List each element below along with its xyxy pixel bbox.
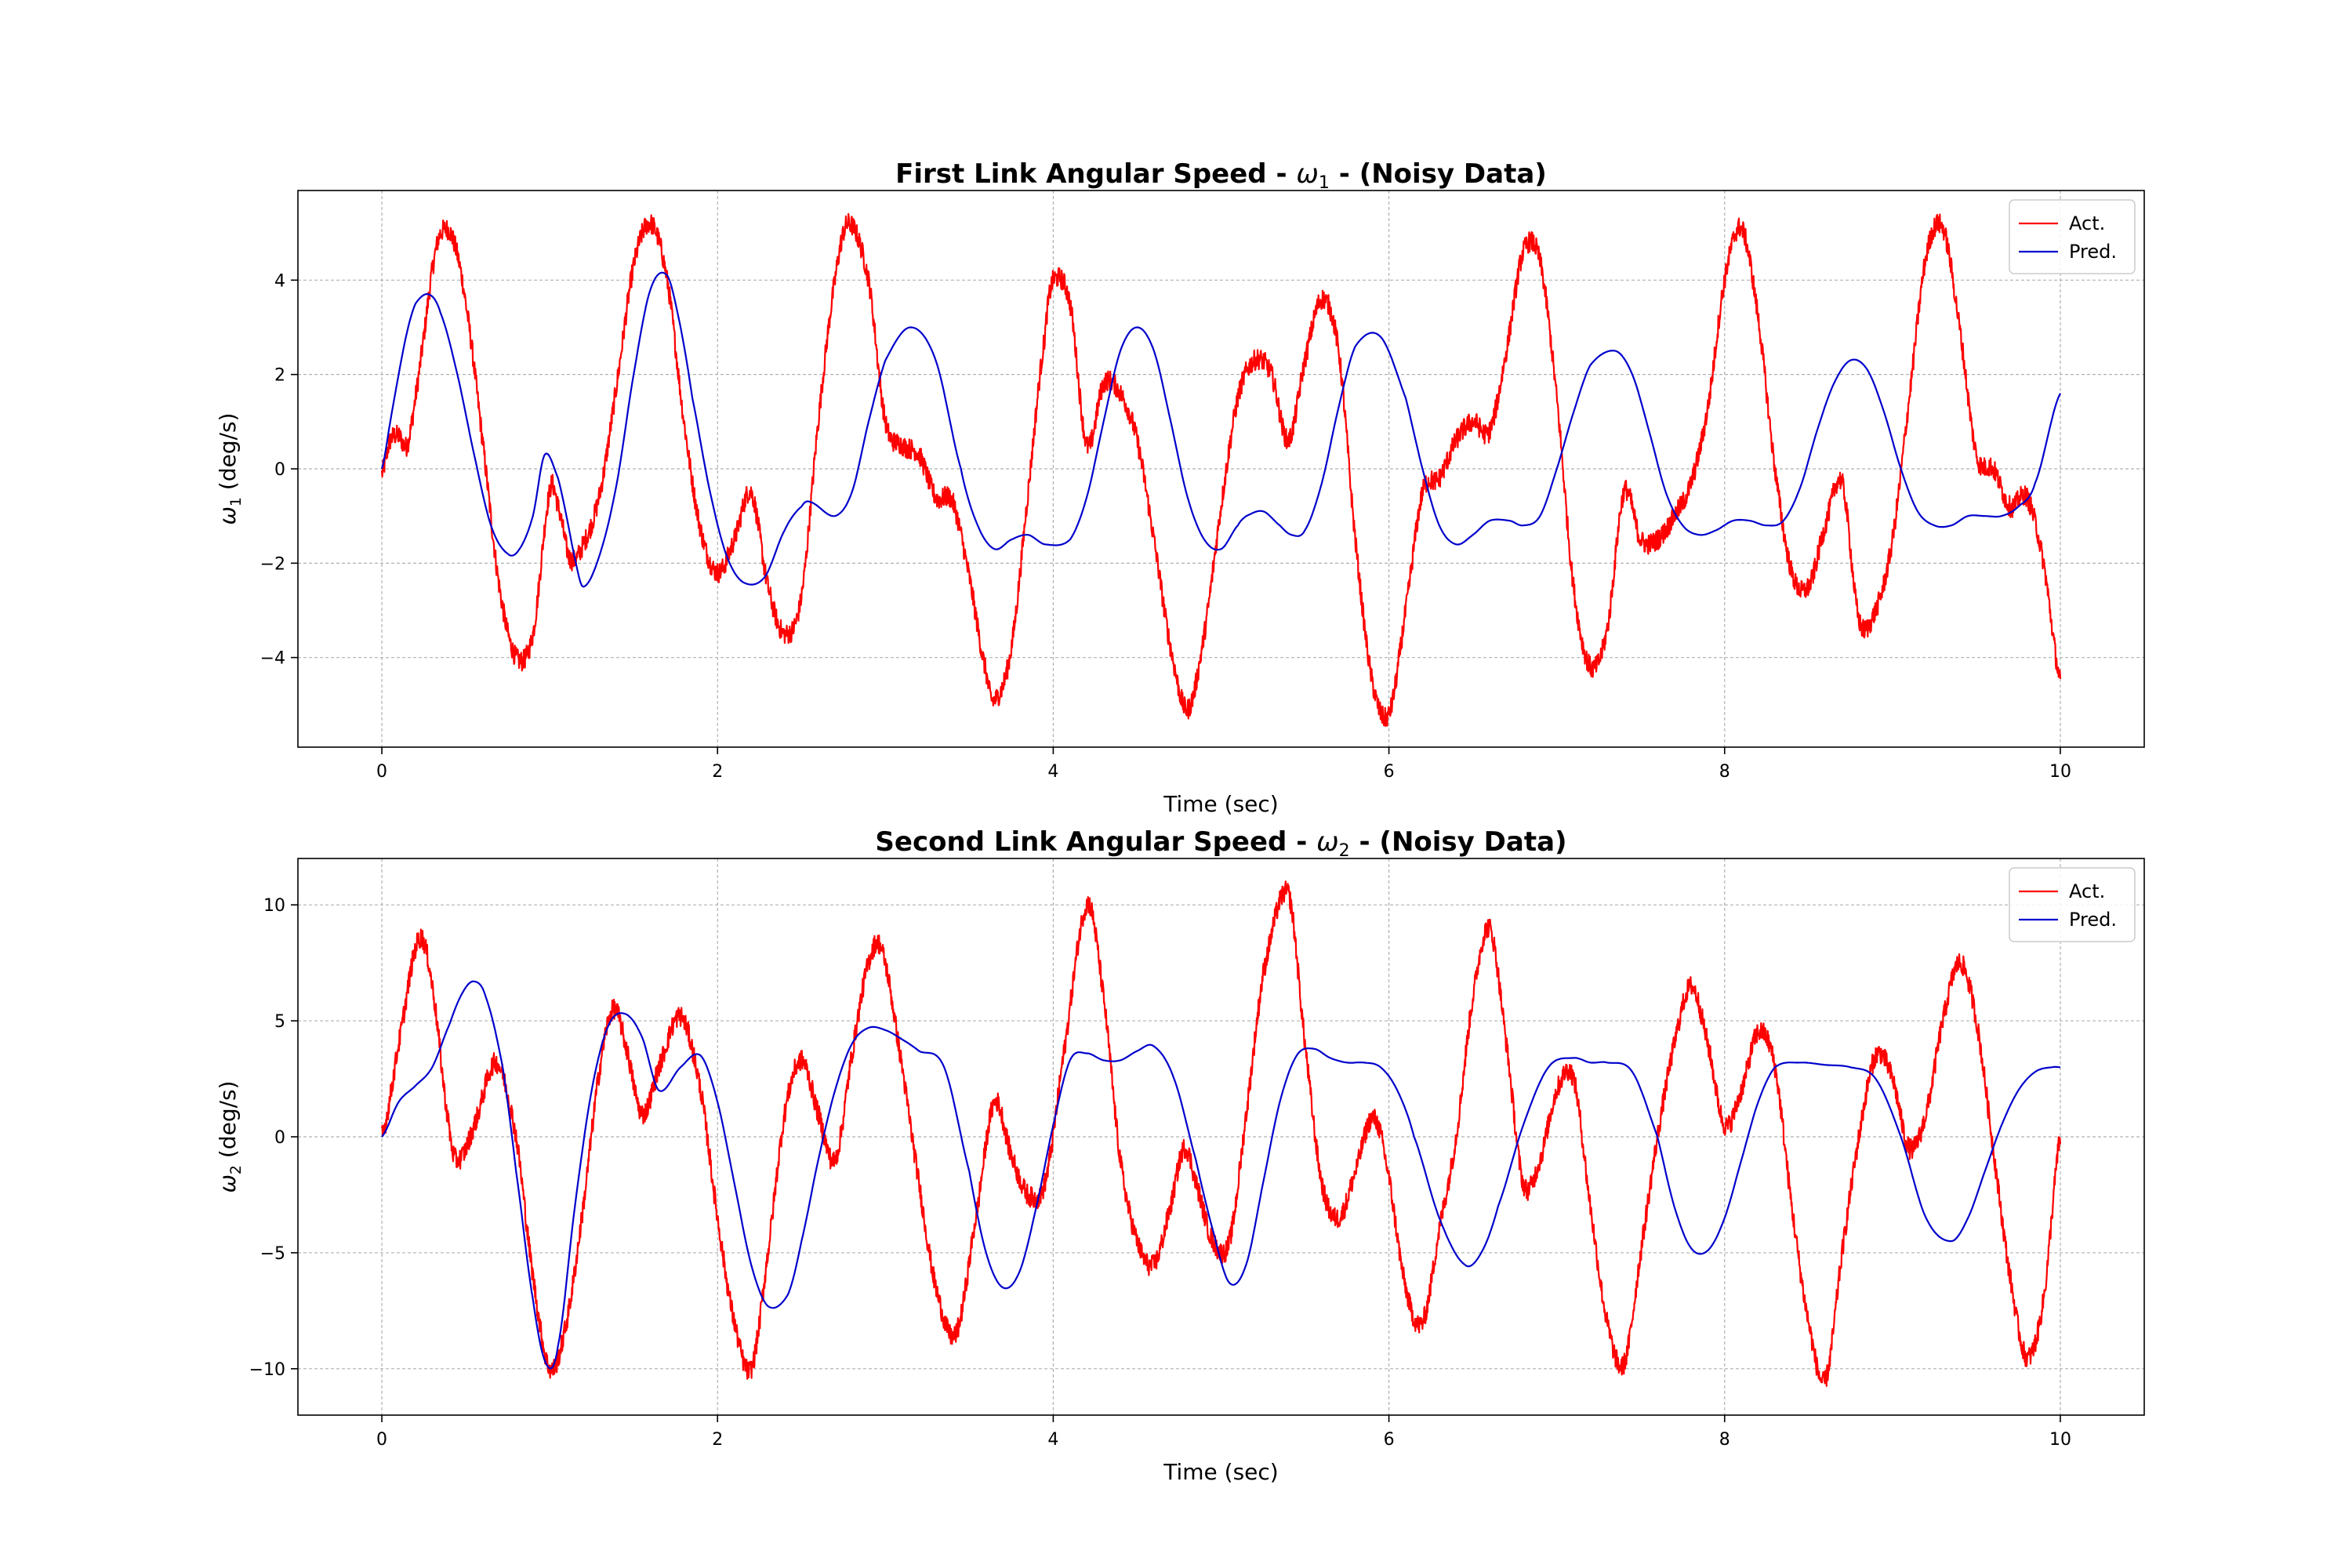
- y-axis-label: ω1 (deg/s): [215, 412, 245, 524]
- y-tick-label: −5: [260, 1244, 285, 1264]
- series-line-act: [380, 212, 2062, 728]
- y-tick-label: −2: [260, 554, 285, 574]
- x-tick-label: 8: [1719, 1430, 1730, 1450]
- x-axis-label: Time (sec): [1163, 1459, 1278, 1485]
- legend-label: Act.: [2069, 212, 2105, 234]
- x-tick-label: 10: [2049, 762, 2071, 782]
- legend-label: Act.: [2069, 880, 2105, 902]
- x-tick-label: 2: [712, 1430, 723, 1450]
- y-tick-label: 2: [274, 366, 285, 386]
- x-tick-label: 4: [1047, 762, 1058, 782]
- y-tick-label: 5: [274, 1012, 285, 1032]
- x-tick-label: 6: [1384, 762, 1395, 782]
- x-tick-label: 10: [2049, 1430, 2071, 1450]
- legend-label: Pred.: [2069, 909, 2117, 931]
- y-tick-label: 4: [274, 271, 285, 291]
- series-line-pred: [380, 271, 2061, 588]
- y-tick-label: 0: [274, 1128, 285, 1148]
- x-tick-label: 4: [1047, 1430, 1058, 1450]
- series-line-act: [380, 880, 2062, 1387]
- y-axis-label: ω2 (deg/s): [215, 1080, 245, 1192]
- y-tick-label: 0: [274, 460, 285, 480]
- x-tick-label: 8: [1719, 762, 1730, 782]
- x-tick-label: 0: [376, 762, 387, 782]
- series-line-pred: [381, 980, 2061, 1370]
- subplot-1: 0 2 4 6 8 10 −4 −2 0 2 4 First Link Angular Speed -…: [215, 158, 2145, 817]
- y-tick-label: −4: [260, 649, 285, 669]
- x-axis-label: Time (sec): [1163, 791, 1278, 817]
- y-tick-label: 10: [263, 896, 285, 916]
- x-tick-label: 0: [376, 1430, 387, 1450]
- y-tick-label: −10: [249, 1360, 285, 1380]
- x-tick-label: 6: [1384, 1430, 1395, 1450]
- legend: Act. Pred.: [2009, 199, 2136, 274]
- chart-title: First Link Angular Speed - ω1 - (Noisy D…: [895, 158, 1547, 193]
- legend: Act. Pred.: [2009, 867, 2136, 942]
- legend-label: Pred.: [2069, 241, 2117, 263]
- subplot-2: 0 2 4 6 8 10 −10 −5 0 5 10 Second Link Angular Spee…: [215, 826, 2145, 1485]
- chart-title: Second Link Angular Speed - ω2 - (Noisy …: [875, 826, 1566, 861]
- x-tick-label: 2: [712, 762, 723, 782]
